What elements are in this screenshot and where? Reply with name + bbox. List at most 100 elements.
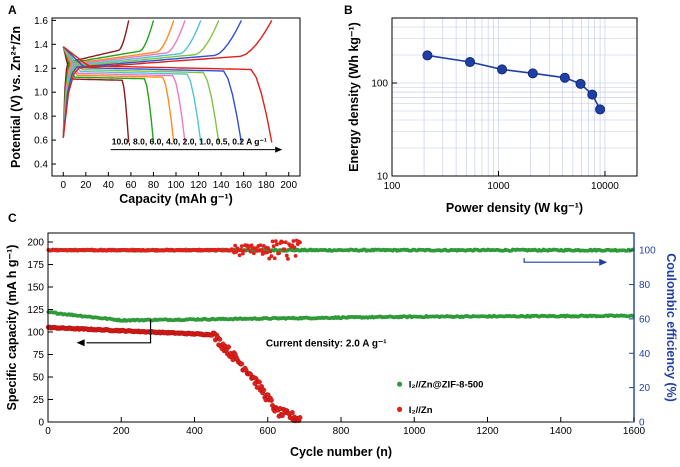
legend-marker-zn [397,406,403,412]
ce-point-zn [280,240,285,245]
discharge-curve [62,46,220,143]
panel-label: C [8,211,17,225]
y-tick-label: 100 [27,328,44,339]
discharge-curve [62,46,202,143]
rate-annotation: 10.0, 8.0, 6.0, 4.0, 2.0, 1.0, 0.5, 0.2 … [112,137,267,147]
ce-point-zn [248,249,253,254]
ce-point-zn [275,242,279,247]
ce-point-zn [272,256,277,261]
ce-point-zn [273,239,278,244]
x-tick-label: 120 [190,180,207,191]
ce-point-zn [298,240,302,245]
legend-label-zif: I₂//Zn@ZIF-8-500 [409,380,484,391]
ce-point-zn [269,254,274,259]
discharge-curve [62,46,243,143]
ce-point-zn [238,248,243,253]
energy-power-line [427,54,601,110]
y-tick-label: 1.6 [34,16,48,27]
ce-point-zn [265,250,269,255]
capacity-point-zn [261,387,267,393]
y2-axis-label: Coulombic efficiency (%) [664,253,678,402]
panel-c: C0 200 400 600 800 1000 1200 1400 16000255075100… [5,211,678,459]
legend-marker-zif [397,381,403,387]
ce-point-zn [292,245,297,250]
discharge-curve [62,46,186,143]
x-tick-label: 100 [168,180,185,191]
ce-point-zn [242,248,246,253]
y-tick-label: 0.8 [34,112,48,123]
ce-point-zn [291,239,296,243]
y-tick-label: 0.4 [34,160,48,171]
y-tick-label: 175 [27,260,44,271]
ce-point-zn [282,247,287,252]
y-tick-label: 10 [377,172,389,183]
ce-point-zn [233,243,238,248]
y-tick-label: 1.2 [34,64,48,75]
discharge-curve [62,46,155,143]
x-tick-label: 100 [384,181,401,192]
x-tick-label: 600 [259,426,276,437]
y-tick-label: 150 [27,283,44,294]
data-point [527,68,538,79]
x-tick-label: 40 [103,180,115,191]
panel-label: A [8,3,17,17]
discharge-curve [62,46,130,143]
x-tick-label: 80 [148,180,160,191]
x-axis-label: Capacity (mAh g⁻¹) [119,192,233,206]
y-tick-label: 75 [33,350,45,361]
x-tick-label: 180 [258,180,275,191]
capacity-point-zn [259,384,264,389]
ce-arrow-head [599,258,608,266]
x-tick-label: 60 [125,180,137,191]
ce-point-zn [258,243,263,248]
ce-point-zn [268,249,273,254]
current-density-annotation: Current density: 2.0 A g⁻¹ [266,338,387,349]
x-tick-label: 400 [186,426,203,437]
ce-point-zn [259,248,264,253]
discharge-curve [62,46,175,143]
x-tick-label: 1600 [623,426,646,437]
plot-frame [391,17,638,177]
x-tick-label: 200 [113,426,130,437]
x-tick-label: 20 [80,180,92,191]
panel-label: B [344,3,353,17]
capacity-point-zn [239,361,245,367]
y-axis-label: Specific capacity (mA h g⁻¹) [5,245,19,411]
data-point [464,57,475,68]
x-tick-label: 140 [213,180,230,191]
data-point [587,89,598,100]
charge-curve [62,20,175,138]
ce-point-zn [284,253,289,258]
capacity-point-zn [226,344,232,350]
capacity-axis-arrow [86,319,152,344]
ce-point-zn [267,256,272,261]
x-axis-label: Cycle number (n) [290,445,392,459]
capacity-arrow-head [76,339,85,347]
x-tick-label: 0 [45,426,51,437]
y-tick-label: 100 [371,79,388,90]
charge-curve [62,20,186,138]
y2-tick-label: 80 [639,280,651,291]
plot-frame [47,232,635,423]
y-tick-label: 0.6 [34,136,48,147]
capacity-point-zn [217,336,223,342]
legend-label-zn: I₂//Zn [409,405,433,416]
ce-point-zn [251,251,256,256]
capacity-point-zn [268,397,274,403]
ce-point-zn [240,251,245,256]
y-tick-label: 50 [33,373,45,384]
x-tick-label: 0 [60,180,66,191]
ce-point-zn [266,246,271,250]
y2-tick-label: 0 [639,418,645,429]
y2-tick-label: 20 [639,383,651,394]
ce-point-zn [277,251,282,256]
data-point [595,104,606,115]
data-point [497,64,508,75]
y-axis-label: Energy density (Wh kg⁻¹) [347,22,361,172]
x-tick-label: 1400 [550,426,573,437]
x-tick-label: 1000 [487,181,510,192]
x-tick-label: 1000 [403,426,426,437]
ce-point-zn [270,239,275,244]
